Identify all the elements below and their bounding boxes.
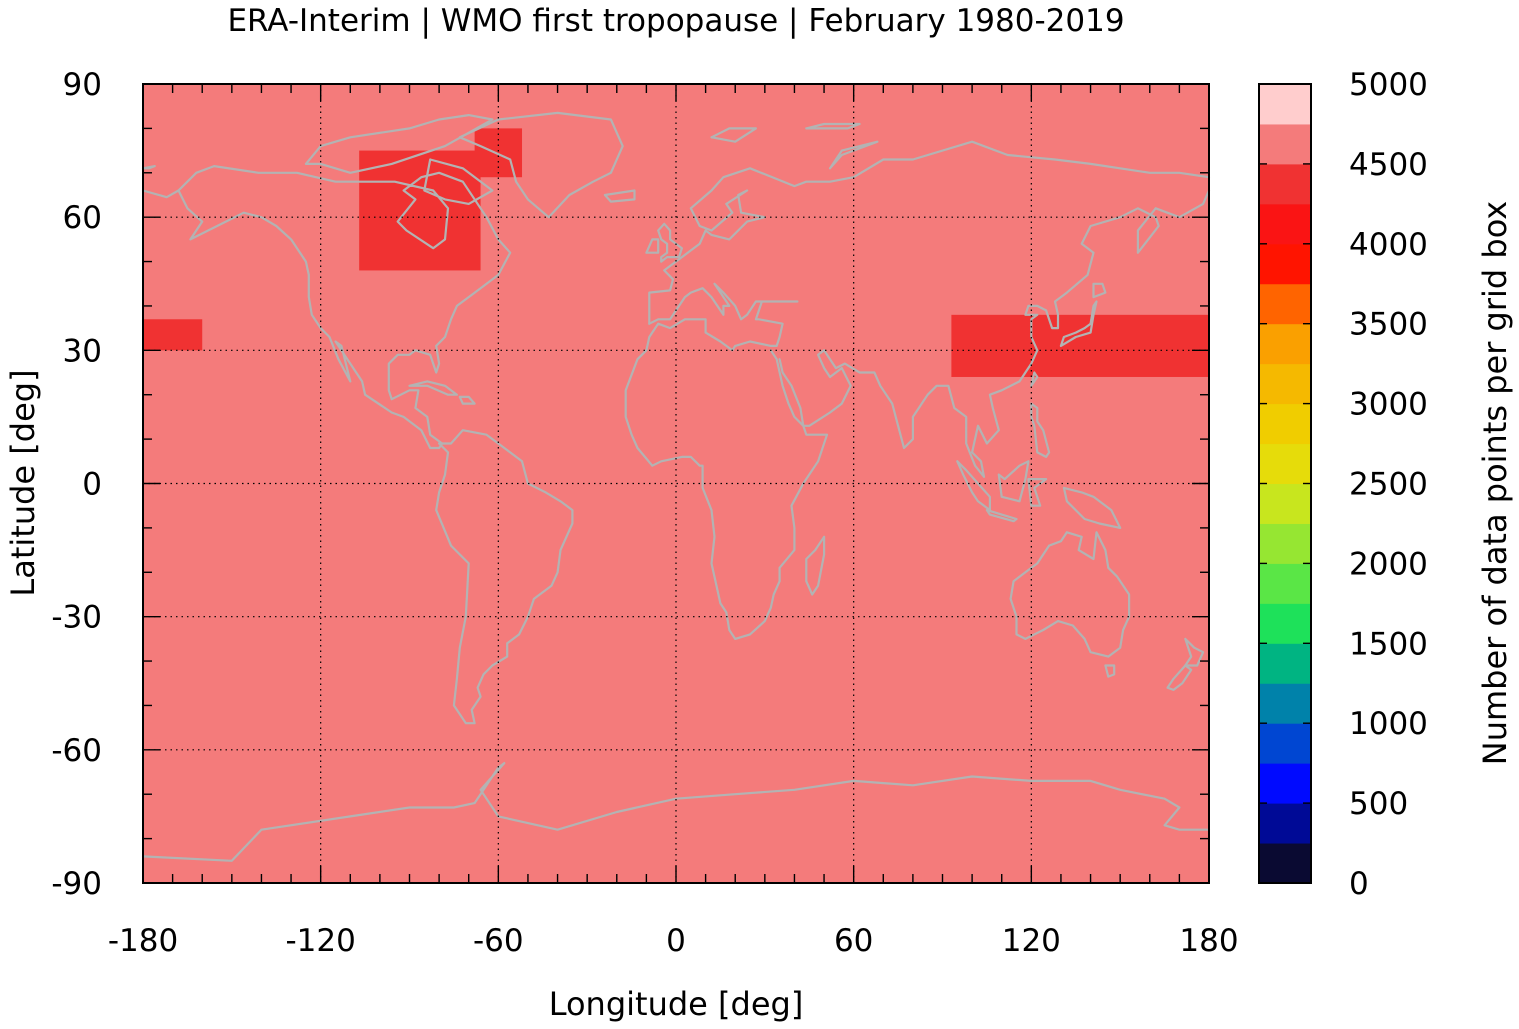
grid-lines bbox=[143, 84, 1209, 883]
y-tick-label: -90 bbox=[51, 866, 102, 902]
coastline-13 bbox=[1166, 664, 1193, 691]
coastline-28 bbox=[423, 158, 494, 205]
chart-title: ERA-Interim | WMO first tropopause | Feb… bbox=[227, 3, 1124, 39]
x-axis-label: Longitude [deg] bbox=[549, 985, 804, 1023]
data-region-2 bbox=[359, 150, 481, 271]
coastline-1 bbox=[177, 165, 512, 450]
coastline-15 bbox=[985, 509, 1018, 523]
x-tick-label: 0 bbox=[666, 923, 686, 959]
colorbar-tick-labels: 0 500 1000 1500 2000 2500 3000 3500 4000 4500 5000 bbox=[1349, 67, 1428, 902]
data-region-3 bbox=[474, 128, 523, 178]
colorbar-frame bbox=[1258, 83, 1312, 884]
coastline-32 bbox=[828, 140, 879, 170]
colorbar-bin bbox=[1259, 803, 1311, 844]
colorbar-bin bbox=[1259, 683, 1311, 724]
coastline-20 bbox=[1030, 402, 1051, 458]
data-region-1 bbox=[143, 319, 203, 351]
colorbar-label: Number of data points per grid box bbox=[1476, 201, 1514, 765]
coastline-5 bbox=[624, 282, 829, 640]
colorbar-tick-label: 3000 bbox=[1349, 387, 1428, 423]
y-tick-label: 30 bbox=[63, 333, 102, 369]
coastline-4 bbox=[648, 140, 1211, 325]
colorbar-bin bbox=[1259, 763, 1311, 804]
y-tick-label: 90 bbox=[63, 67, 102, 103]
colorbar-tick-label: 2000 bbox=[1349, 546, 1428, 582]
coastline-3 bbox=[458, 111, 624, 219]
colorbar-bin bbox=[1259, 323, 1311, 365]
colorbar-bin bbox=[1259, 283, 1311, 325]
coastline-27 bbox=[141, 189, 180, 199]
x-tick-label: 180 bbox=[1179, 923, 1238, 959]
colorbar-bin bbox=[1259, 403, 1311, 445]
coastline-26 bbox=[458, 395, 476, 405]
y-axis-label: Latitude [deg] bbox=[4, 369, 42, 596]
colorbar-bin bbox=[1259, 203, 1311, 245]
x-tick-label: 120 bbox=[1002, 923, 1061, 959]
coastlines bbox=[141, 111, 1211, 862]
y-tick-label: -30 bbox=[51, 600, 102, 636]
colorbar bbox=[1258, 83, 1312, 884]
data-region-4 bbox=[951, 314, 1209, 377]
plot-frame bbox=[142, 83, 1210, 884]
x-tick-label: -60 bbox=[473, 923, 524, 959]
coastline-25 bbox=[408, 380, 458, 396]
y-tick-label: 60 bbox=[63, 200, 102, 236]
coastline-22 bbox=[645, 238, 660, 254]
coastline-2 bbox=[435, 429, 574, 725]
coastline-30 bbox=[141, 165, 156, 170]
coastline-9 bbox=[1092, 282, 1107, 299]
coastline-21 bbox=[657, 222, 683, 263]
colorbar-bin bbox=[1259, 363, 1311, 405]
coastline-11 bbox=[1104, 664, 1116, 678]
colorbar-bin bbox=[1259, 483, 1311, 524]
x-tick-label: -120 bbox=[285, 923, 355, 959]
colorbar-tick-label: 4500 bbox=[1349, 147, 1428, 183]
x-tick-labels: -180 -120 -60 0 60 120 180 bbox=[108, 923, 1239, 959]
colorbar-bin bbox=[1259, 603, 1311, 644]
coastline-19 bbox=[1030, 371, 1039, 387]
data-regions bbox=[143, 128, 1209, 377]
coastline-31 bbox=[805, 122, 861, 130]
colorbar-tick-label: 1500 bbox=[1349, 626, 1428, 662]
colorbar-tick-label: 5000 bbox=[1349, 67, 1428, 103]
colorbar-bin bbox=[1259, 723, 1311, 764]
coastline-23 bbox=[603, 189, 636, 203]
x-tick-label: -180 bbox=[108, 923, 178, 959]
colorbar-tick-label: 500 bbox=[1349, 786, 1408, 822]
coastline-8 bbox=[1059, 300, 1098, 347]
y-tick-label: 0 bbox=[82, 467, 102, 503]
colorbar-bin bbox=[1259, 523, 1311, 564]
coastline-24 bbox=[141, 762, 1211, 862]
coastline-17 bbox=[1027, 478, 1048, 507]
coastline-16 bbox=[997, 460, 1030, 503]
colorbar-tick-label: 1000 bbox=[1349, 706, 1428, 742]
x-tick-label: 60 bbox=[834, 923, 873, 959]
coastline-12 bbox=[1184, 637, 1205, 667]
tick-marks bbox=[142, 83, 1210, 884]
colorbar-tick-label: 3500 bbox=[1349, 307, 1428, 343]
coastline-29 bbox=[304, 114, 494, 174]
colorbar-tick-label: 4000 bbox=[1349, 227, 1428, 263]
colorbar-bin bbox=[1259, 163, 1311, 205]
colorbar-tick-label: 2500 bbox=[1349, 467, 1428, 503]
colorbar-bin bbox=[1259, 643, 1311, 684]
colorbar-tick-label: 0 bbox=[1349, 866, 1369, 902]
colorbar-bin bbox=[1259, 84, 1311, 125]
coastline-6 bbox=[778, 189, 1211, 478]
colorbar-bin bbox=[1259, 443, 1311, 484]
colorbar-bin bbox=[1259, 563, 1311, 604]
y-tick-labels: 90 60 30 0 -30 -60 -90 bbox=[51, 67, 102, 902]
coastline-33 bbox=[710, 127, 757, 143]
colorbar-bin bbox=[1259, 243, 1311, 285]
coastline-7 bbox=[805, 535, 826, 596]
y-tick-label: -60 bbox=[51, 733, 102, 769]
coastline-10 bbox=[1009, 531, 1131, 658]
coastline-18 bbox=[1062, 486, 1122, 529]
colorbar-bin bbox=[1259, 843, 1311, 884]
colorbar-bin bbox=[1259, 123, 1311, 165]
